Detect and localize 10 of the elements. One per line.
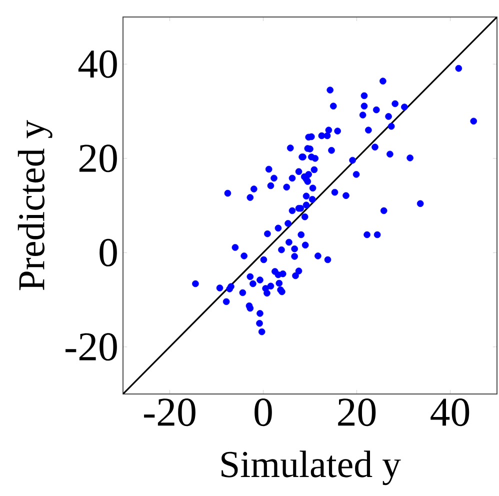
x-tick-label: 0 [254,398,272,426]
y-tick-label: -20 [66,333,117,361]
x-tick-label: -20 [144,398,196,426]
y-axis-title: Predicted y [18,120,52,290]
x-axis-title: Simulated y [222,450,401,486]
y-tick-label: 20 [79,144,117,172]
x-tick-label: 20 [338,398,376,426]
y-tick-label: 40 [78,50,117,78]
y-tick-label: 0 [100,238,117,266]
x-tick-label: 40 [430,398,470,426]
